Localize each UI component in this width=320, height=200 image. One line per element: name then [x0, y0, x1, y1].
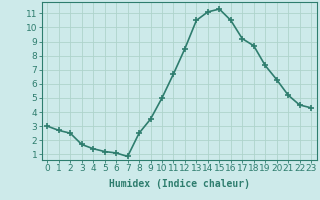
- X-axis label: Humidex (Indice chaleur): Humidex (Indice chaleur): [109, 179, 250, 189]
